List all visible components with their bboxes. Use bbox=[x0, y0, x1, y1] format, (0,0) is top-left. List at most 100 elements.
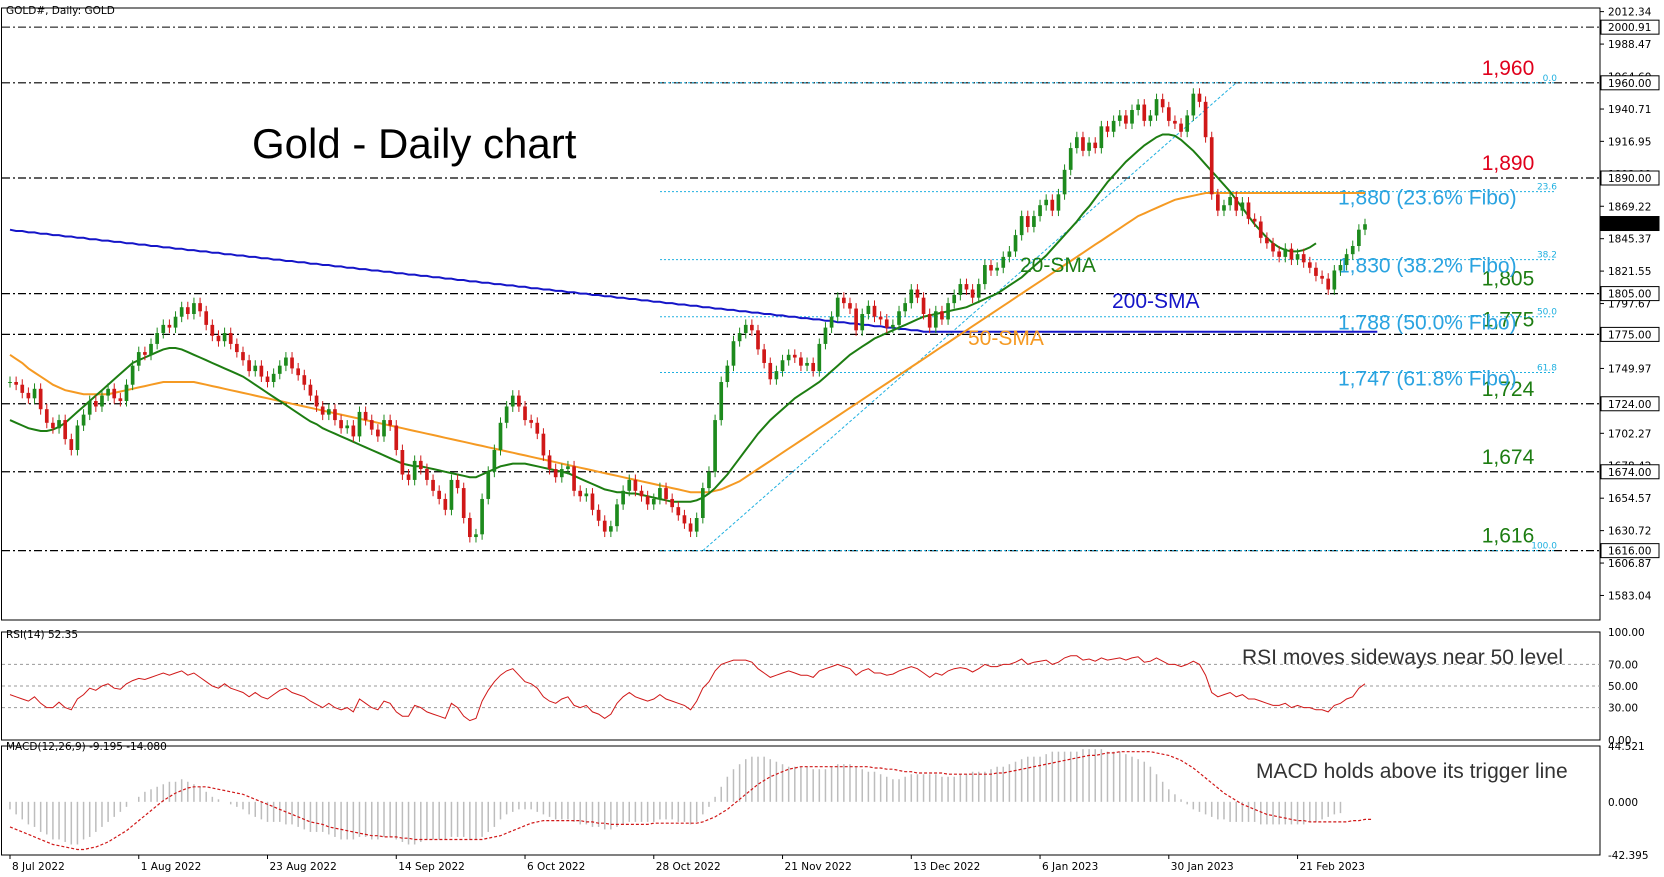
candle-body bbox=[449, 479, 454, 510]
candle-body bbox=[1124, 115, 1128, 124]
candle-body bbox=[584, 493, 589, 497]
candle-body bbox=[572, 466, 576, 491]
candle-body bbox=[284, 357, 288, 366]
axis-highlight-box bbox=[1600, 543, 1660, 559]
candle-body bbox=[20, 384, 25, 393]
candle-body bbox=[357, 411, 362, 437]
candle-body bbox=[1216, 194, 1220, 211]
candle-body bbox=[523, 406, 527, 421]
candle-body bbox=[394, 425, 399, 450]
candle-body bbox=[1025, 216, 1030, 227]
candle-body bbox=[1363, 224, 1367, 230]
candle-body bbox=[1357, 229, 1361, 246]
axis-highlight-box bbox=[1600, 464, 1660, 480]
candle-body bbox=[1320, 275, 1324, 279]
fibo-ratio: 100.0 bbox=[1531, 542, 1557, 552]
candle-body bbox=[1307, 262, 1312, 268]
candle-body bbox=[498, 422, 503, 450]
candle-body bbox=[1007, 251, 1012, 257]
candle-body bbox=[1160, 99, 1165, 108]
candle-body bbox=[762, 349, 766, 363]
level-label: 1,616 bbox=[1482, 525, 1535, 548]
rsi-tick-label: 30.00 bbox=[1608, 703, 1638, 715]
sma50-line bbox=[9, 192, 1365, 494]
candle-body bbox=[750, 324, 754, 331]
candle-body bbox=[596, 509, 601, 521]
candle-body bbox=[376, 429, 380, 437]
candle-body bbox=[437, 490, 442, 499]
candle-body bbox=[909, 289, 914, 304]
axis-highlight-box bbox=[1600, 170, 1660, 186]
axis-tick-label: 1797.67 bbox=[1608, 299, 1651, 311]
candle-body bbox=[204, 311, 209, 325]
panel-frame bbox=[1, 745, 1601, 856]
candle-body bbox=[87, 401, 92, 415]
candle-body bbox=[216, 335, 221, 342]
candle-body bbox=[529, 420, 533, 423]
candle-body bbox=[468, 518, 472, 538]
series-label: 200-SMA bbox=[1112, 290, 1200, 313]
fibo-label: 1,830 (38.2% Fibo) bbox=[1338, 255, 1517, 278]
level-label: 1,960 bbox=[1482, 57, 1535, 80]
candle-body bbox=[149, 343, 153, 355]
candle-body bbox=[1179, 123, 1183, 132]
candle-body bbox=[1240, 202, 1245, 211]
candle-body bbox=[866, 305, 871, 314]
macd-panel: 44.521 0.000 -42.395 bbox=[9, 741, 1649, 862]
candle-body bbox=[1344, 254, 1349, 266]
axis-highlight-box bbox=[1600, 286, 1660, 302]
candle-body bbox=[1252, 218, 1257, 222]
candle-body bbox=[241, 352, 245, 361]
axis-highlight-label: 1960.00 bbox=[1608, 78, 1651, 90]
candle-body bbox=[112, 388, 117, 399]
candle-body bbox=[1093, 142, 1098, 149]
candle-body bbox=[1099, 126, 1104, 149]
price-levels: 1,960 1,890 1,805 1,775 1,724 1,674 1,616 0.0 23… bbox=[2, 26, 1600, 552]
candle-body bbox=[51, 422, 55, 429]
candle-body bbox=[1038, 205, 1042, 217]
candle-body bbox=[1197, 93, 1202, 102]
candle-body bbox=[621, 490, 625, 505]
series-label: 50-SMA bbox=[968, 327, 1044, 350]
instrument-label: GOLD#, Daily: GOLD bbox=[6, 5, 115, 17]
candle-body bbox=[198, 303, 202, 312]
level-label: 1,724 bbox=[1482, 378, 1535, 401]
candle-body bbox=[345, 425, 350, 429]
candle-body bbox=[1209, 137, 1214, 195]
candle-body bbox=[486, 471, 491, 499]
candle-body bbox=[69, 439, 74, 450]
candle-body bbox=[633, 479, 638, 491]
candle-body bbox=[130, 365, 135, 385]
candle-body bbox=[535, 422, 540, 434]
candle-body bbox=[602, 520, 607, 532]
rsi-annotation: RSI moves sideways near 50 level bbox=[1242, 646, 1563, 669]
candle-body bbox=[590, 493, 595, 510]
candle-body bbox=[1044, 199, 1049, 206]
candle-body bbox=[1191, 93, 1196, 116]
candle-body bbox=[676, 507, 681, 516]
rsi-label: RSI(14) 52.35 bbox=[6, 629, 78, 641]
candle-body bbox=[1154, 99, 1159, 116]
axis-highlight-label: 1724.00 bbox=[1608, 399, 1651, 411]
axis-tick-label: 1749.97 bbox=[1608, 363, 1651, 375]
candle-body bbox=[26, 392, 31, 399]
candle-body bbox=[1050, 199, 1055, 211]
candle-body bbox=[44, 409, 49, 423]
candle-body bbox=[1117, 115, 1122, 121]
date-tick-label: 14 Sep 2022 bbox=[398, 861, 465, 873]
candle-body bbox=[247, 360, 251, 372]
candle-body bbox=[835, 297, 840, 317]
candle-body bbox=[1301, 254, 1306, 263]
candle-body bbox=[1013, 235, 1018, 252]
candle-body bbox=[455, 479, 460, 489]
candle-body bbox=[425, 469, 429, 480]
candle-body bbox=[682, 515, 687, 524]
candle-body bbox=[731, 341, 736, 366]
candle-body bbox=[1105, 126, 1110, 132]
candle-body bbox=[872, 305, 877, 317]
candle-body bbox=[1350, 246, 1355, 255]
candle-body bbox=[792, 354, 797, 358]
date-tick-label: 8 Jul 2022 bbox=[12, 861, 65, 873]
candle-body bbox=[609, 526, 613, 532]
candle-body bbox=[854, 308, 858, 331]
